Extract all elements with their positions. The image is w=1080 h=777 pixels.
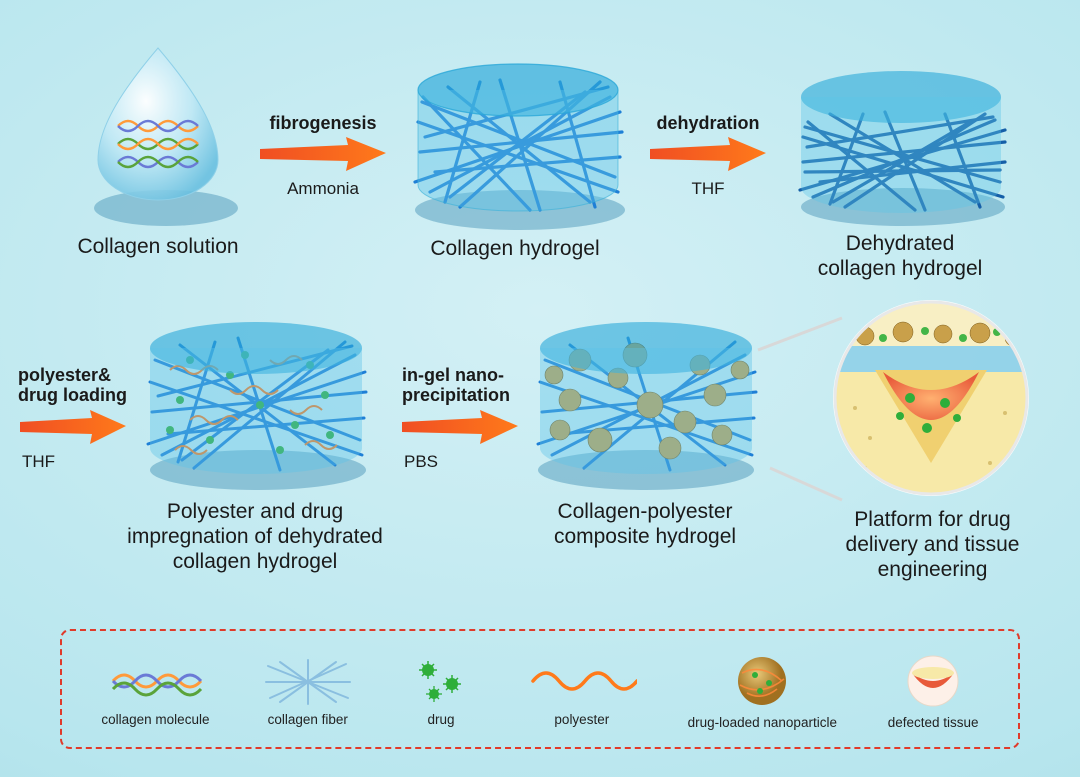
label-line: drug loading <box>18 385 127 405</box>
legend-label: polyester <box>554 712 609 727</box>
legend-label: collagen fiber <box>268 712 348 727</box>
arrow-top-label: in-gel nano- precipitation <box>402 366 510 406</box>
caption-line: Dehydrated <box>846 232 955 255</box>
legend-label: defected tissue <box>888 715 979 730</box>
legend-label: drug <box>428 712 455 727</box>
platform-icon <box>815 298 1050 503</box>
stage-collagen-solution: Collagen solution <box>58 40 258 260</box>
arrow-icon <box>400 408 520 448</box>
caption-line: impregnation of dehydrated <box>127 525 383 548</box>
composite-icon <box>510 300 780 495</box>
caption-line: engineering <box>878 558 988 581</box>
arrow-icon <box>648 135 768 175</box>
caption-line: collagen hydrogel <box>173 550 338 573</box>
stage-label: Collagen solution <box>58 235 258 260</box>
caption-line: Collagen-polyester <box>557 500 732 523</box>
arrow-bottom-label: Ammonia <box>258 179 388 199</box>
legend-polyester: polyester <box>527 656 637 727</box>
arrow-top-label: fibrogenesis <box>258 113 388 134</box>
impregnation-icon <box>120 300 390 495</box>
legend-drug: drug <box>406 656 476 727</box>
caption-line: Polyester and drug <box>167 500 343 523</box>
arrow-bottom-label: THF <box>648 179 768 199</box>
legend-nanoparticle: drug-loaded nanoparticle <box>688 653 837 730</box>
droplet-icon <box>58 40 258 230</box>
legend-box: collagen molecule collagen fiber drug po… <box>60 629 1020 749</box>
caption-line: collagen hydrogel <box>818 257 983 280</box>
caption-line: delivery and tissue <box>846 533 1020 556</box>
arrow-bottom-label: PBS <box>404 452 524 472</box>
stage-platform: Platform for drug delivery and tissue en… <box>815 298 1050 582</box>
stage-dehydrated-hydrogel: Dehydrated collagen hydrogel <box>775 42 1025 282</box>
arrow-polyester-loading: polyester& drug loading THF <box>18 408 128 448</box>
stage-collagen-hydrogel: Collagen hydrogel <box>390 42 640 262</box>
arrow-icon <box>18 408 128 448</box>
legend-label: drug-loaded nanoparticle <box>688 715 837 730</box>
legend-defected-tissue: defected tissue <box>888 653 979 730</box>
stage-label: Collagen hydrogel <box>390 237 640 262</box>
dehydrated-icon <box>775 42 1025 227</box>
arrow-nanoprecipitation: in-gel nano- precipitation PBS <box>400 408 520 448</box>
stage-label: Platform for drug delivery and tissue en… <box>815 508 1050 582</box>
collagen-molecule-icon <box>108 656 203 706</box>
stage-label: Collagen-polyester composite hydrogel <box>510 500 780 550</box>
legend-collagen-fiber: collagen fiber <box>260 656 355 727</box>
polyester-icon <box>527 656 637 706</box>
arrow-icon <box>258 135 388 175</box>
stage-composite-hydrogel: Collagen-polyester composite hydrogel <box>510 300 780 550</box>
legend-collagen-molecule: collagen molecule <box>101 656 209 727</box>
defected-tissue-icon <box>898 653 968 709</box>
stage-impregnation: Polyester and drug impregnation of dehyd… <box>120 300 390 574</box>
caption-line: Platform for drug <box>854 508 1010 531</box>
drug-icon <box>406 656 476 706</box>
nanoparticle-icon <box>727 653 797 709</box>
stage-label: Dehydrated collagen hydrogel <box>775 232 1025 282</box>
label-line: polyester& <box>18 365 111 385</box>
legend-label: collagen molecule <box>101 712 209 727</box>
arrow-fibrogenesis: fibrogenesis Ammonia <box>258 135 388 175</box>
hydrogel-icon <box>390 42 640 232</box>
arrow-dehydration: dehydration THF <box>648 135 768 175</box>
stage-label: Polyester and drug impregnation of dehyd… <box>120 500 390 574</box>
arrow-bottom-label: THF <box>22 452 132 472</box>
arrow-top-label: dehydration <box>648 113 768 134</box>
label-line: precipitation <box>402 385 510 405</box>
arrow-top-label: polyester& drug loading <box>18 366 127 406</box>
caption-line: composite hydrogel <box>554 525 736 548</box>
collagen-fiber-icon <box>260 656 355 706</box>
label-line: in-gel nano- <box>402 365 504 385</box>
